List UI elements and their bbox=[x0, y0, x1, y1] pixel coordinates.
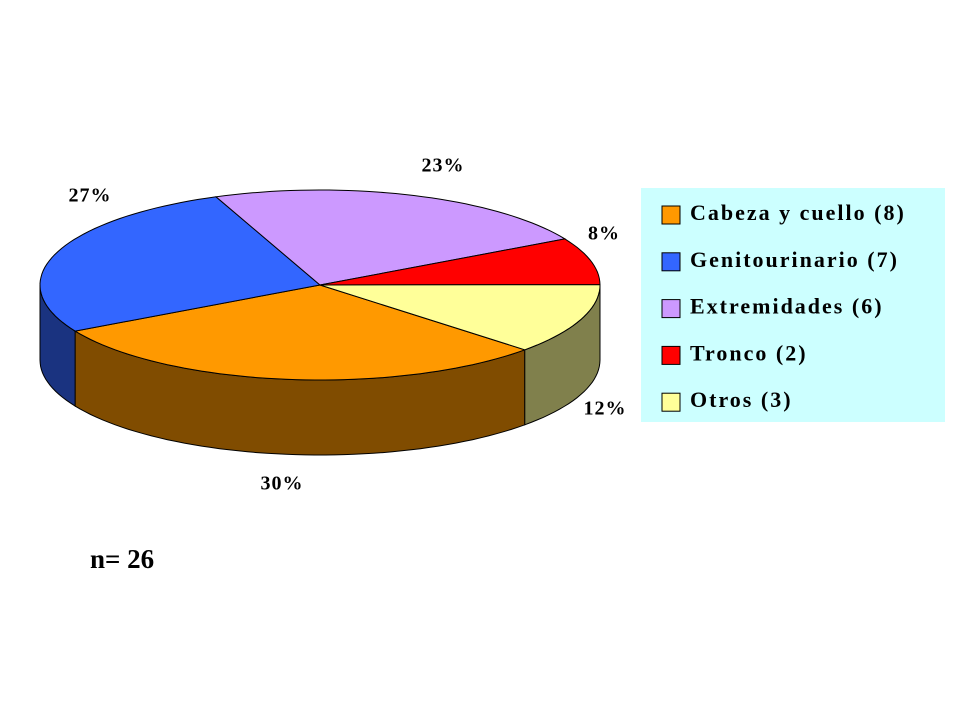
data-label: 8% bbox=[588, 223, 620, 245]
legend-swatch bbox=[661, 392, 681, 412]
data-label: 12% bbox=[584, 398, 627, 420]
annotation: n= 26 bbox=[90, 544, 154, 574]
legend-swatch bbox=[661, 205, 681, 225]
legend-swatch bbox=[661, 345, 681, 365]
pie-slice bbox=[214, 189, 567, 286]
data-label: 30% bbox=[261, 473, 304, 495]
legend-label: Otros (3) bbox=[690, 387, 793, 412]
legend: Cabeza y cuello (8) Genitourinario (7) Ext… bbox=[661, 200, 906, 412]
legend-swatch bbox=[661, 252, 681, 272]
legend-swatch bbox=[661, 299, 681, 319]
legend-label: Cabeza y cuello (8) bbox=[690, 200, 906, 225]
pie: 30% 27% 23% 8% 12% bbox=[39, 155, 627, 495]
pie-slice bbox=[319, 284, 601, 351]
pie-slice bbox=[73, 284, 527, 381]
pie-slice bbox=[39, 196, 322, 332]
legend-box bbox=[641, 188, 945, 422]
pie-slice bbox=[319, 238, 601, 286]
legend-label: Extremidades (6) bbox=[690, 294, 884, 319]
data-label: 27% bbox=[69, 185, 112, 207]
legend-label: Genitourinario (7) bbox=[690, 247, 899, 272]
data-label: 23% bbox=[422, 155, 465, 177]
legend-label: Tronco (2) bbox=[690, 340, 808, 365]
